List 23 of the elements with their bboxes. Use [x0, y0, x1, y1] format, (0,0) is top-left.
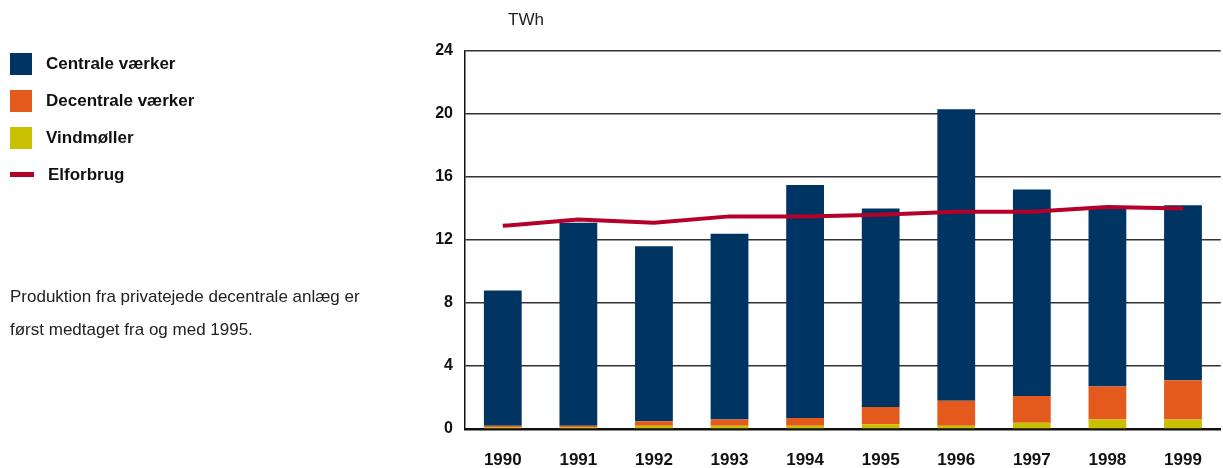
- y-tick-label: 8: [444, 293, 454, 311]
- x-tick-label: 1998: [1088, 449, 1127, 468]
- x-tick-label: 1991: [559, 449, 598, 468]
- y-tick-label: 16: [435, 167, 454, 185]
- y-axis-title: TWh: [508, 9, 544, 29]
- y-tick-label: 0: [444, 419, 454, 437]
- x-tick-label: 1996: [937, 449, 976, 468]
- y-tick-label: 24: [435, 41, 454, 59]
- x-tick-label: 1992: [635, 449, 673, 468]
- x-tick-label: 1990: [483, 449, 522, 468]
- legend-label: Elforbrug: [48, 164, 125, 185]
- legend-label: Vindmøller: [46, 127, 134, 148]
- x-tick-label: 1997: [1012, 449, 1051, 468]
- y-tick-label: 20: [435, 104, 454, 122]
- x-tick-label: 1995: [861, 449, 900, 468]
- x-tick-label: 1994: [786, 449, 825, 468]
- x-tick-label: 1999: [1164, 449, 1202, 468]
- y-tick-label: 12: [435, 230, 454, 248]
- x-tick-label: 1993: [710, 449, 749, 468]
- legend-label: Decentrale værker: [46, 90, 195, 111]
- legend-label: Centrale værker: [46, 53, 176, 74]
- y-tick-label: 4: [444, 356, 454, 374]
- text: Produktion fra privatejede decentrale anlæg er først medtaget fra og med 1995.: [10, 286, 361, 341]
